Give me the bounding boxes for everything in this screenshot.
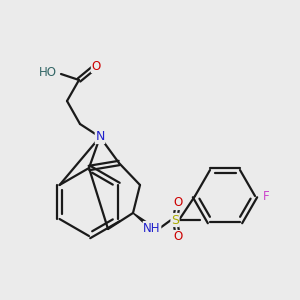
Text: O: O (173, 230, 183, 244)
Text: O: O (173, 196, 183, 209)
Text: NH: NH (143, 221, 161, 235)
Text: HO: HO (39, 65, 57, 79)
Text: N: N (95, 130, 105, 143)
Polygon shape (133, 213, 152, 230)
Text: S: S (171, 214, 179, 226)
Text: O: O (92, 59, 100, 73)
Text: F: F (263, 190, 270, 202)
